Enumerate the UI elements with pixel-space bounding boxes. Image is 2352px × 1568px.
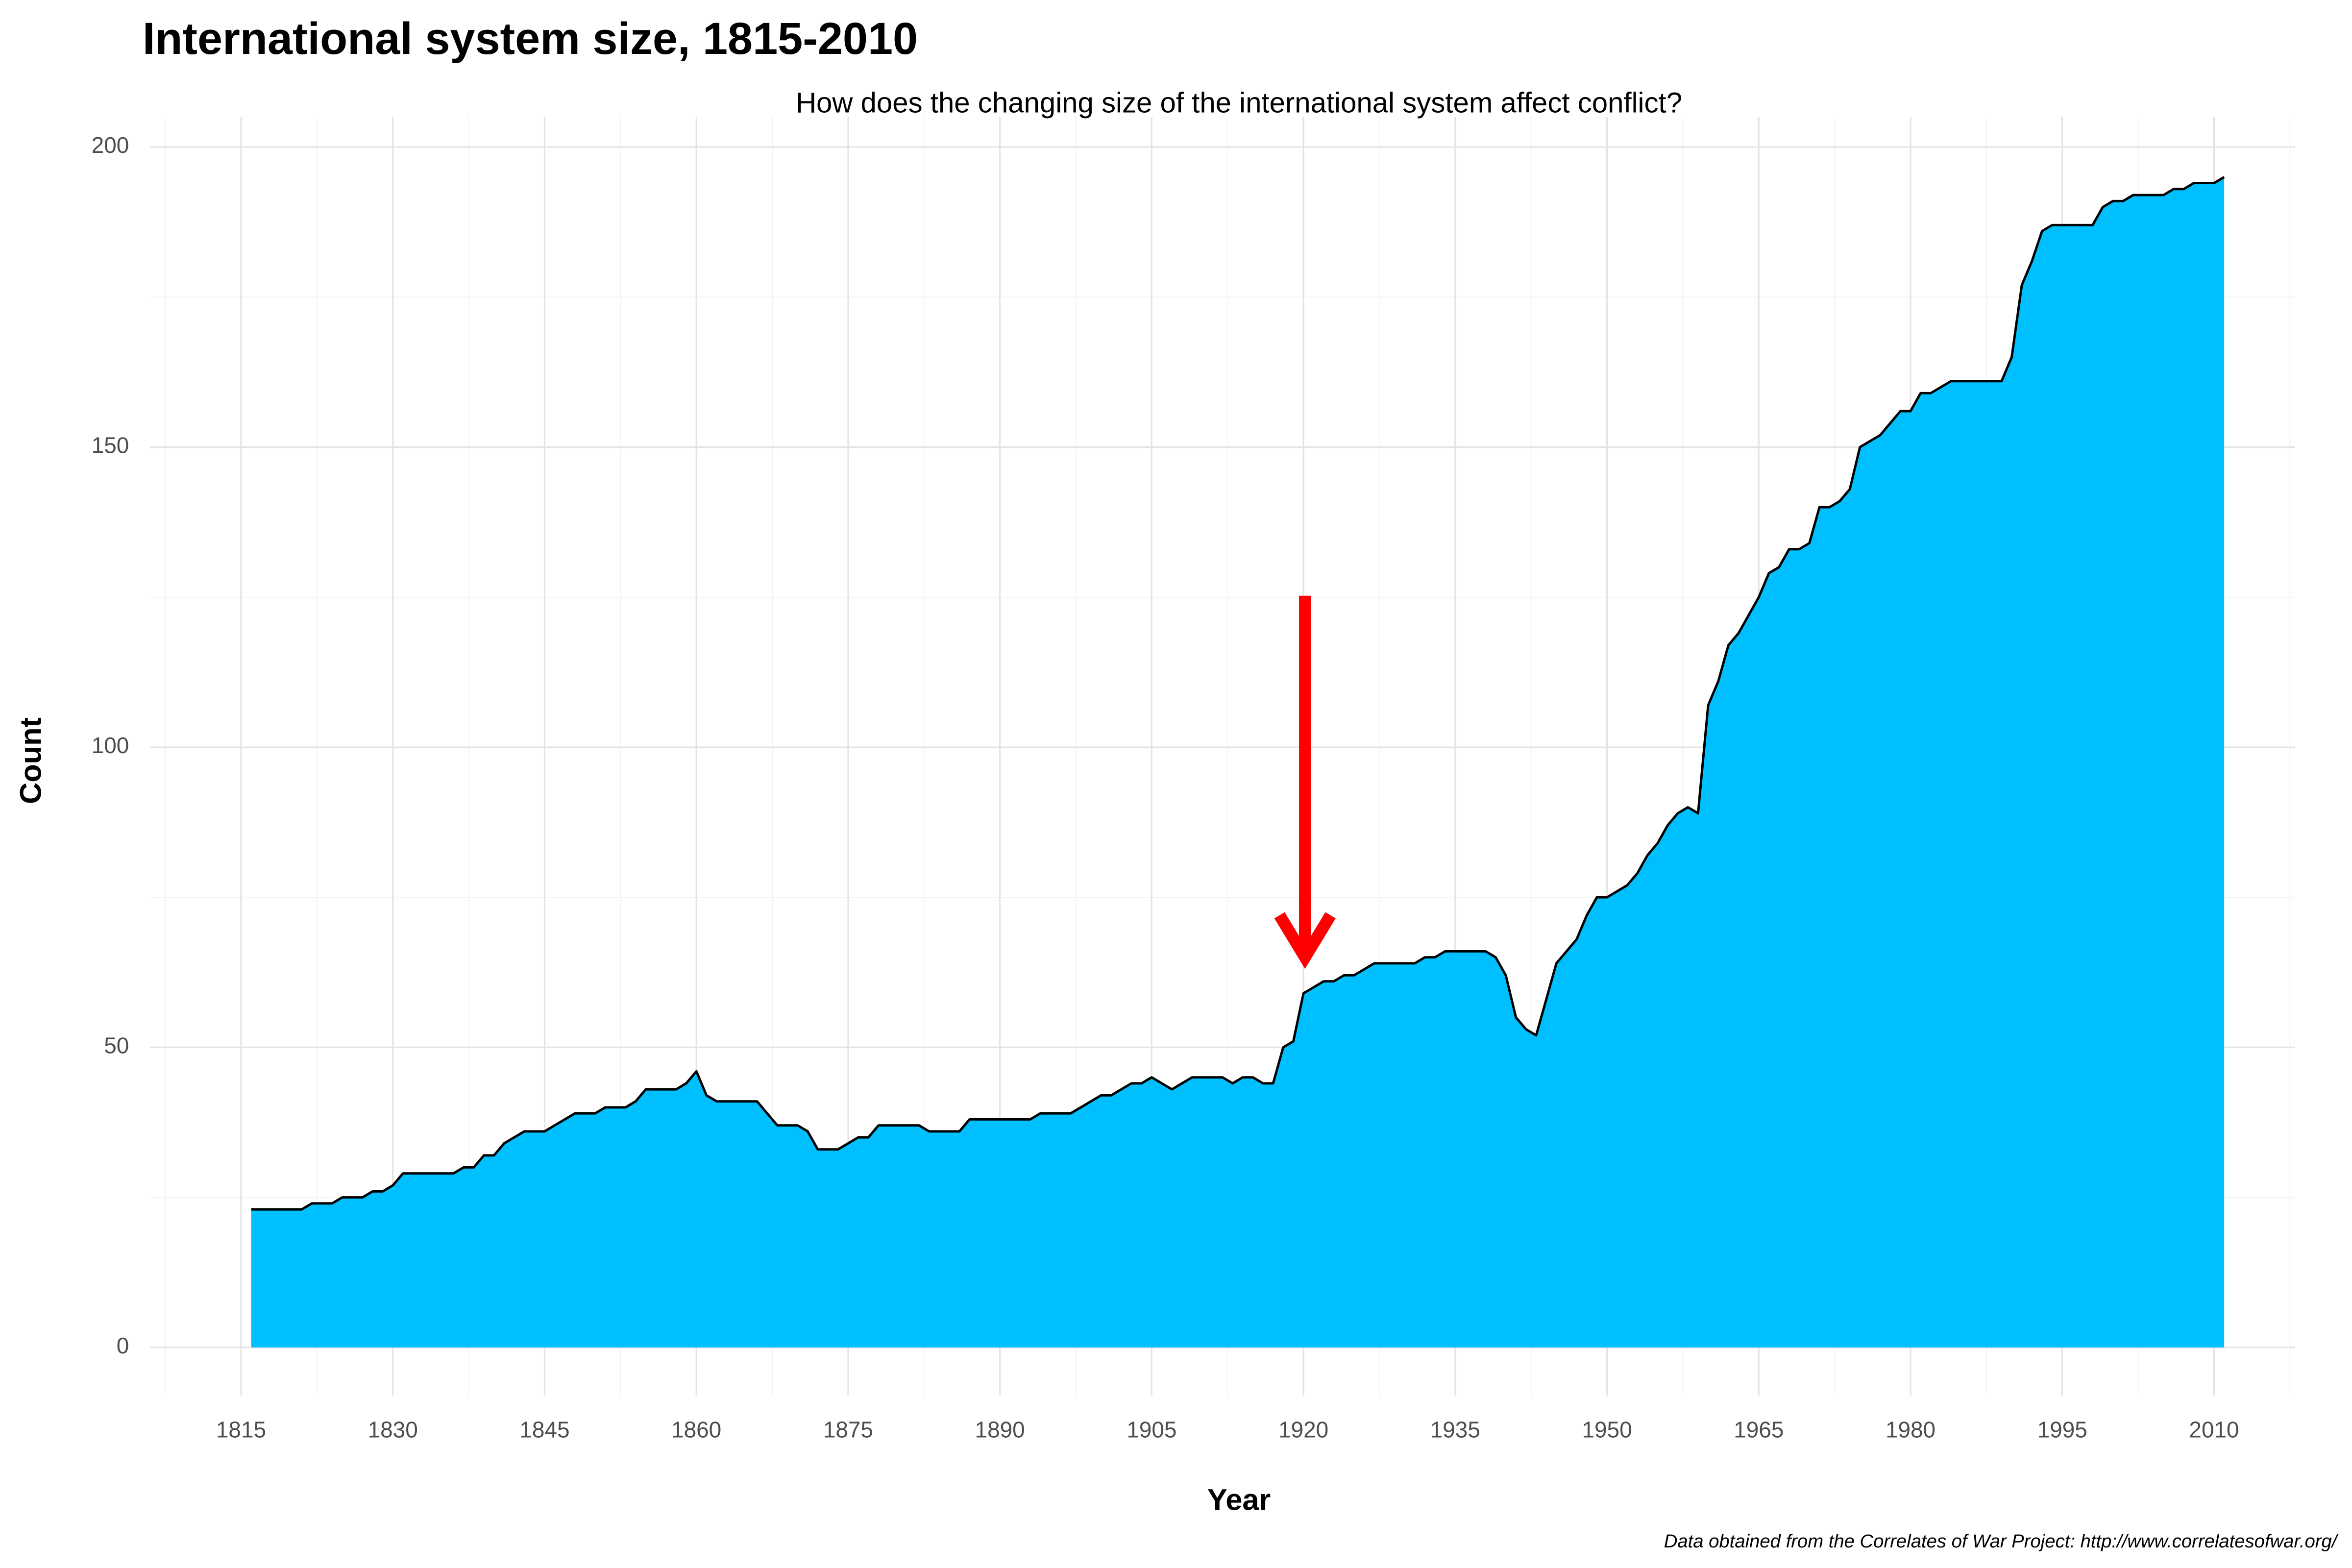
chart-subtitle: How does the changing size of the intern… — [796, 87, 1682, 119]
x-tick-label: 1965 — [1734, 1417, 1784, 1442]
x-tick-label: 1860 — [671, 1417, 721, 1442]
chart-title: International system size, 1815-2010 — [143, 14, 918, 64]
x-tick-label: 1995 — [2037, 1417, 2087, 1442]
x-axis-label: Year — [1207, 1483, 1271, 1516]
y-tick-label: 50 — [104, 1033, 129, 1058]
x-tick-label: 1890 — [975, 1417, 1025, 1442]
x-tick-label: 1950 — [1582, 1417, 1632, 1442]
x-tick-label: 1980 — [1886, 1417, 1936, 1442]
x-tick-label: 1815 — [216, 1417, 266, 1442]
marks — [251, 176, 2225, 1348]
x-tick-label: 1935 — [1430, 1417, 1480, 1442]
caption: Data obtained from the Correlates of War… — [1664, 1531, 2339, 1552]
annotation-arrow — [1274, 595, 1336, 969]
area — [251, 177, 2225, 1348]
y-tick-label: 100 — [92, 733, 129, 758]
area-outline — [251, 176, 2225, 1211]
x-tick-label: 1920 — [1278, 1417, 1328, 1442]
y-tick-label: 0 — [117, 1333, 129, 1358]
x-tick-label: 1845 — [519, 1417, 569, 1442]
x-tick-label: 1905 — [1127, 1417, 1176, 1442]
arrow-head — [1274, 912, 1336, 969]
x-tick-label: 1830 — [368, 1417, 418, 1442]
y-axis-label: Count — [14, 717, 48, 804]
y-tick-label: 150 — [92, 433, 129, 458]
y-tick-label: 200 — [92, 132, 129, 158]
x-tick-label: 2010 — [2189, 1417, 2239, 1442]
x-tick-label: 1875 — [823, 1417, 873, 1442]
labels: 0 50 100 150 200 1815 1830 1845 1860 1875 1890 1905… — [92, 132, 2239, 1442]
